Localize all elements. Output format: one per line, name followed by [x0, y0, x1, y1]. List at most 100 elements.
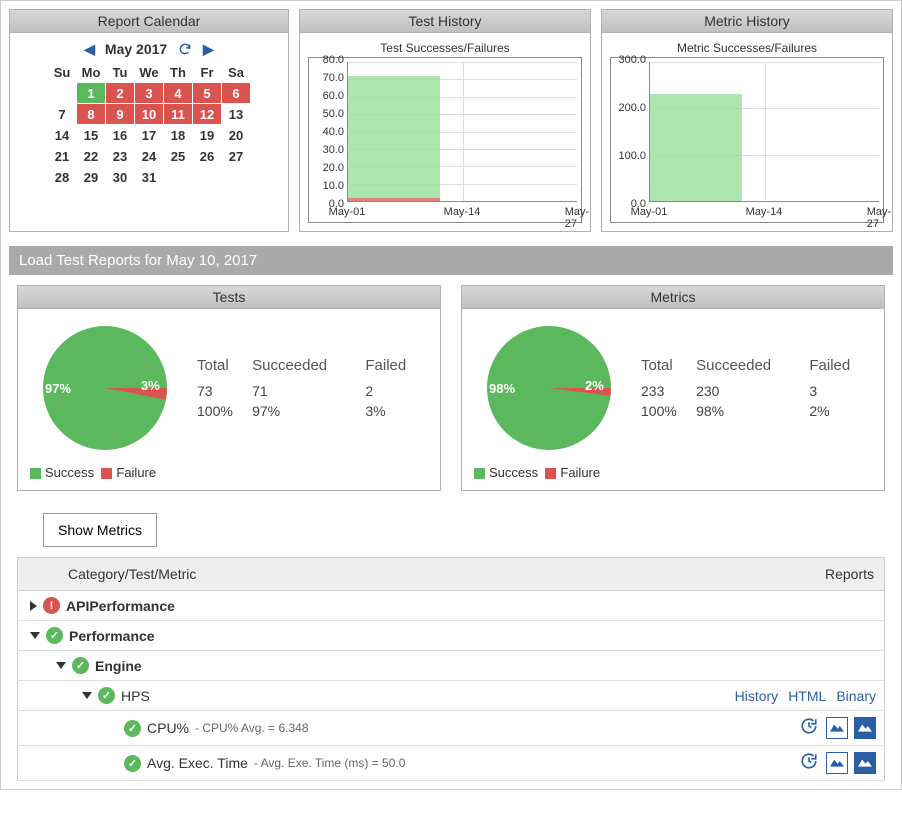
- metrics-col-total: Total: [641, 357, 694, 380]
- html-link[interactable]: HTML: [788, 688, 826, 704]
- tree-label: APIPerformance: [66, 598, 175, 614]
- metric-history-title: Metric History: [602, 10, 892, 33]
- calendar-day[interactable]: 29: [77, 167, 105, 187]
- report-calendar-panel: Report Calendar ◀ May 2017 ▶ SuMoTuWeThF…: [9, 9, 289, 232]
- calendar-day[interactable]: 11: [164, 104, 192, 124]
- status-ok-icon: ✓: [124, 755, 141, 772]
- calendar-day: [222, 167, 250, 187]
- success-swatch: [30, 468, 41, 479]
- chart-icon[interactable]: [826, 717, 848, 739]
- calendar-day[interactable]: 5: [193, 83, 221, 103]
- calendar-title: Report Calendar: [10, 10, 288, 33]
- collapse-icon[interactable]: [30, 632, 40, 639]
- calendar-day[interactable]: 22: [77, 146, 105, 166]
- status-ok-icon: ✓: [46, 627, 63, 644]
- show-metrics-button[interactable]: Show Metrics: [43, 513, 157, 547]
- calendar-day[interactable]: 28: [48, 167, 76, 187]
- metrics-col-failed: Failed: [809, 357, 870, 380]
- calendar-month-label: May 2017: [105, 41, 167, 57]
- calendar-day[interactable]: 8: [77, 104, 105, 124]
- svg-text:2%: 2%: [585, 378, 604, 393]
- calendar-day[interactable]: 18: [164, 125, 192, 145]
- tree-label: Performance: [69, 628, 155, 644]
- metrics-col-succeeded: Succeeded: [696, 357, 807, 380]
- refresh-icon[interactable]: [177, 41, 197, 57]
- failure-swatch: [545, 468, 556, 479]
- tree-header-left: Category/Test/Metric: [18, 558, 627, 591]
- calendar-day[interactable]: 27: [222, 146, 250, 166]
- calendar-day[interactable]: 31: [135, 167, 163, 187]
- calendar-day[interactable]: 15: [77, 125, 105, 145]
- calendar-day[interactable]: 20: [222, 125, 250, 145]
- calendar-day: [193, 167, 221, 187]
- binary-link[interactable]: Binary: [836, 688, 876, 704]
- calendar-day[interactable]: 19: [193, 125, 221, 145]
- calendar-grid: SuMoTuWeThFrSa 1234567891011121314151617…: [47, 62, 251, 188]
- status-ok-icon: ✓: [72, 657, 89, 674]
- tests-panel: Tests 97%3% Total Succeeded Failed 73 71…: [17, 285, 441, 491]
- calendar-day[interactable]: 4: [164, 83, 192, 103]
- tree-label: Engine: [95, 658, 142, 674]
- chart-filled-icon[interactable]: [854, 752, 876, 774]
- calendar-day: [48, 83, 76, 103]
- tree-row[interactable]: ✓ Performance: [18, 621, 885, 651]
- tests-pie-chart: 97% 3%: [30, 323, 180, 453]
- tree-header-right: Reports: [626, 558, 884, 591]
- calendar-day[interactable]: 2: [106, 83, 134, 103]
- metric-history-panel: Metric History Metric Successes/Failures…: [601, 9, 893, 232]
- chart-filled-icon[interactable]: [854, 717, 876, 739]
- calendar-day[interactable]: 24: [135, 146, 163, 166]
- calendar-day[interactable]: 25: [164, 146, 192, 166]
- svg-text:98%: 98%: [489, 381, 515, 396]
- tree-row[interactable]: ✓ Engine: [18, 651, 885, 681]
- test-history-chart: 0.010.020.030.040.050.060.070.080.0May-0…: [308, 57, 582, 223]
- metric-history-chart-title: Metric Successes/Failures: [610, 39, 884, 57]
- tree-row[interactable]: ✓CPU% - CPU% Avg. = 6.348: [18, 711, 885, 746]
- calendar-day[interactable]: 30: [106, 167, 134, 187]
- calendar-day[interactable]: 23: [106, 146, 134, 166]
- metrics-panel: Metrics 98% 2% Total Succeeded Failed 233…: [461, 285, 885, 491]
- tree-row[interactable]: ✓ HPS History HTML Binary: [18, 681, 885, 711]
- expand-icon[interactable]: [30, 601, 37, 611]
- tree-label: Avg. Exec. Time: [147, 755, 248, 771]
- tree-row[interactable]: ✓Avg. Exec. Time - Avg. Exe. Time (ms) =…: [18, 746, 885, 781]
- tree-table: Category/Test/Metric Reports !APIPerform…: [17, 557, 885, 781]
- metric-history-chart: 0.0100.0200.0300.0May-01May-14May-27: [610, 57, 884, 223]
- metrics-title: Metrics: [462, 286, 884, 309]
- tests-col-succeeded: Succeeded: [252, 357, 363, 380]
- chart-icon[interactable]: [826, 752, 848, 774]
- collapse-icon[interactable]: [56, 662, 66, 669]
- section-title: Load Test Reports for May 10, 2017: [9, 246, 893, 275]
- calendar-day[interactable]: 26: [193, 146, 221, 166]
- calendar-day[interactable]: 14: [48, 125, 76, 145]
- calendar-day[interactable]: 3: [135, 83, 163, 103]
- tree-label: HPS: [121, 688, 150, 704]
- calendar-day[interactable]: 7: [48, 104, 76, 124]
- collapse-icon[interactable]: [82, 692, 92, 699]
- tests-stats-table: Total Succeeded Failed 73 71 2 100% 97%: [195, 355, 428, 422]
- metrics-pie-chart: 98% 2%: [474, 323, 624, 453]
- calendar-day[interactable]: 9: [106, 104, 134, 124]
- metrics-stats-table: Total Succeeded Failed 233 230 3 100% 98…: [639, 355, 872, 422]
- svg-text:97%: 97%: [45, 381, 71, 396]
- history-icon[interactable]: [798, 752, 820, 774]
- test-history-panel: Test History Test Successes/Failures 0.0…: [299, 9, 591, 232]
- calendar-day[interactable]: 16: [106, 125, 134, 145]
- tests-col-total: Total: [197, 357, 250, 380]
- tree-row[interactable]: !APIPerformance: [18, 591, 885, 621]
- calendar-day[interactable]: 12: [193, 104, 221, 124]
- svg-text:3%: 3%: [141, 378, 160, 393]
- next-month-icon[interactable]: ▶: [203, 41, 214, 57]
- prev-month-icon[interactable]: ◀: [84, 41, 95, 57]
- history-link[interactable]: History: [735, 688, 779, 704]
- tree-label: CPU%: [147, 720, 189, 736]
- calendar-day[interactable]: 13: [222, 104, 250, 124]
- tests-col-failed: Failed: [365, 357, 426, 380]
- status-ok-icon: ✓: [98, 687, 115, 704]
- calendar-day[interactable]: 17: [135, 125, 163, 145]
- calendar-day[interactable]: 6: [222, 83, 250, 103]
- calendar-day[interactable]: 10: [135, 104, 163, 124]
- calendar-day[interactable]: 1: [77, 83, 105, 103]
- calendar-day[interactable]: 21: [48, 146, 76, 166]
- history-icon[interactable]: [798, 717, 820, 739]
